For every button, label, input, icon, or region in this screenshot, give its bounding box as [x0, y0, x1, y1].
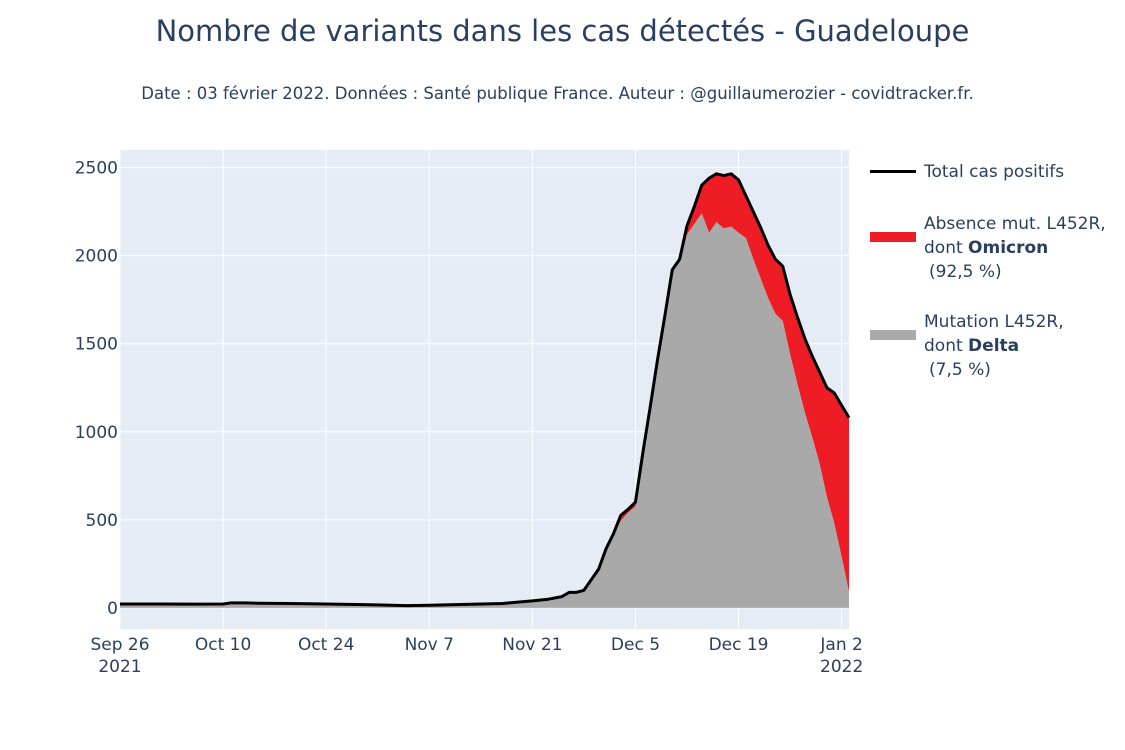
chart-title: Nombre de variants dans les cas détectés… [155, 14, 970, 48]
x-tick-label-year: 2022 [820, 657, 863, 677]
legend-omicron-prefix: dont [924, 238, 969, 258]
y-tick-label: 2000 [75, 247, 118, 267]
x-tick-label: Sep 26 [90, 635, 149, 655]
x-tick-label: Oct 10 [195, 635, 251, 655]
y-tick-label: 500 [86, 511, 118, 531]
chart-subtitle: Date : 03 février 2022. Données : Santé … [141, 84, 974, 103]
y-tick-label: 2500 [75, 159, 118, 179]
x-tick-label: Oct 24 [298, 635, 354, 655]
legend-delta-share: (7,5 %) [929, 360, 991, 380]
y-tick-label: 1500 [75, 335, 118, 355]
legend-label-total: Total cas positifs [924, 162, 1065, 182]
x-tick-label: Jan 2 [819, 635, 862, 655]
x-tick-label: Dec 5 [611, 635, 660, 655]
legend-omicron-line2: dont Omicron [924, 236, 1106, 260]
x-tick-label: Nov 21 [502, 635, 562, 655]
legend-swatch-total [870, 170, 916, 173]
line-series [120, 172, 851, 608]
legend-swatch-omicron [870, 232, 916, 242]
legend-delta-prefix: dont [924, 336, 969, 356]
line-total [120, 172, 851, 608]
legend-delta-line1: Mutation L452R, [924, 312, 1064, 332]
y-tick-label: 1000 [75, 423, 118, 443]
legend-delta-line2: dont Delta [924, 334, 1064, 358]
legend-swatch-delta [870, 330, 916, 340]
x-tick-label: Dec 19 [709, 635, 769, 655]
y-tick-label: 0 [107, 599, 118, 619]
legend-label-omicron: Absence mut. L452R, dont Omicron (92,5 %… [924, 212, 1106, 284]
x-tick-label-year: 2021 [98, 657, 141, 677]
legend-omicron-variant: Omicron [968, 238, 1049, 258]
x-tick-label: Nov 7 [405, 635, 454, 655]
legend-label-delta: Mutation L452R, dont Delta (7,5 %) [924, 310, 1064, 382]
legend-omicron-share: (92,5 %) [929, 262, 1002, 282]
legend-omicron-line1: Absence mut. L452R, [924, 214, 1106, 234]
legend-delta-variant: Delta [968, 336, 1020, 356]
